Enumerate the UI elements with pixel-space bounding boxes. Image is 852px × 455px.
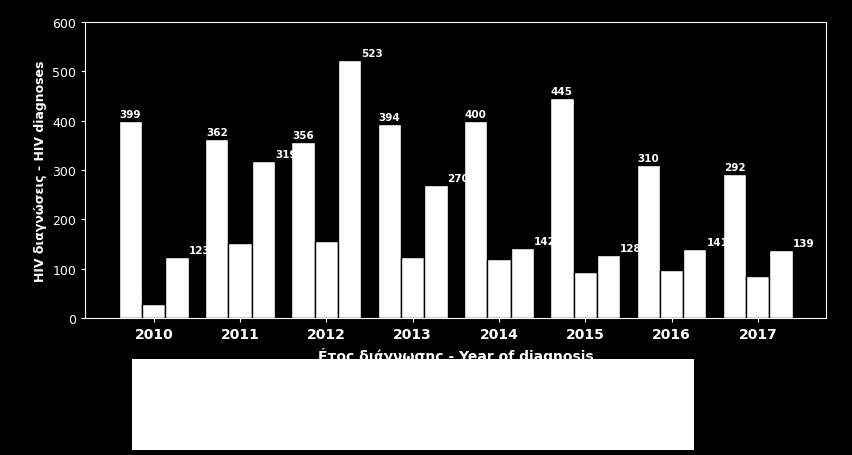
Y-axis label: HIV διαγνώσεις - HIV diagnoses: HIV διαγνώσεις - HIV diagnoses xyxy=(33,60,47,281)
X-axis label: Éτος διάγνωσης - Year of diagnosis: Éτος διάγνωσης - Year of diagnosis xyxy=(318,347,594,363)
Text: 157: 157 xyxy=(293,229,314,239)
Bar xyxy=(119,122,142,318)
Text: 123: 123 xyxy=(189,246,210,256)
Bar xyxy=(636,166,660,318)
Text: 400: 400 xyxy=(464,109,486,119)
Bar xyxy=(660,270,683,318)
Text: 270: 270 xyxy=(447,173,469,183)
Text: 399: 399 xyxy=(120,110,141,120)
Bar xyxy=(573,272,597,318)
Text: 152: 152 xyxy=(207,232,228,242)
Bar xyxy=(683,249,706,318)
Text: 139: 139 xyxy=(792,238,815,248)
Text: 292: 292 xyxy=(723,162,746,172)
Text: 523: 523 xyxy=(361,49,383,59)
Text: 124: 124 xyxy=(379,245,401,255)
Bar xyxy=(769,250,792,318)
Text: 128: 128 xyxy=(620,243,642,253)
Bar xyxy=(314,241,338,318)
Text: 142: 142 xyxy=(534,237,556,247)
Bar xyxy=(205,140,228,318)
Bar xyxy=(464,121,487,318)
Bar xyxy=(228,243,251,318)
Bar xyxy=(597,255,620,318)
Bar xyxy=(510,248,534,318)
Bar xyxy=(165,258,189,318)
Text: 141: 141 xyxy=(706,237,728,247)
Bar xyxy=(142,304,165,318)
Text: 29: 29 xyxy=(128,292,142,302)
Bar xyxy=(722,175,746,318)
Text: 94: 94 xyxy=(559,260,573,270)
Text: 86: 86 xyxy=(732,264,746,274)
Bar xyxy=(291,143,314,318)
Bar xyxy=(424,186,447,318)
Bar xyxy=(550,99,573,318)
Text: 394: 394 xyxy=(378,112,400,122)
Text: 319: 319 xyxy=(275,149,296,159)
Bar xyxy=(377,124,401,318)
Bar xyxy=(338,61,361,318)
Text: 445: 445 xyxy=(551,87,573,97)
Text: 98: 98 xyxy=(646,258,660,268)
Bar xyxy=(401,258,424,318)
Bar xyxy=(487,259,510,318)
Text: 362: 362 xyxy=(206,128,227,138)
Text: 310: 310 xyxy=(637,154,659,164)
Bar xyxy=(251,161,275,318)
Text: 120: 120 xyxy=(465,248,487,258)
Bar xyxy=(746,276,769,318)
Text: 356: 356 xyxy=(292,131,314,141)
